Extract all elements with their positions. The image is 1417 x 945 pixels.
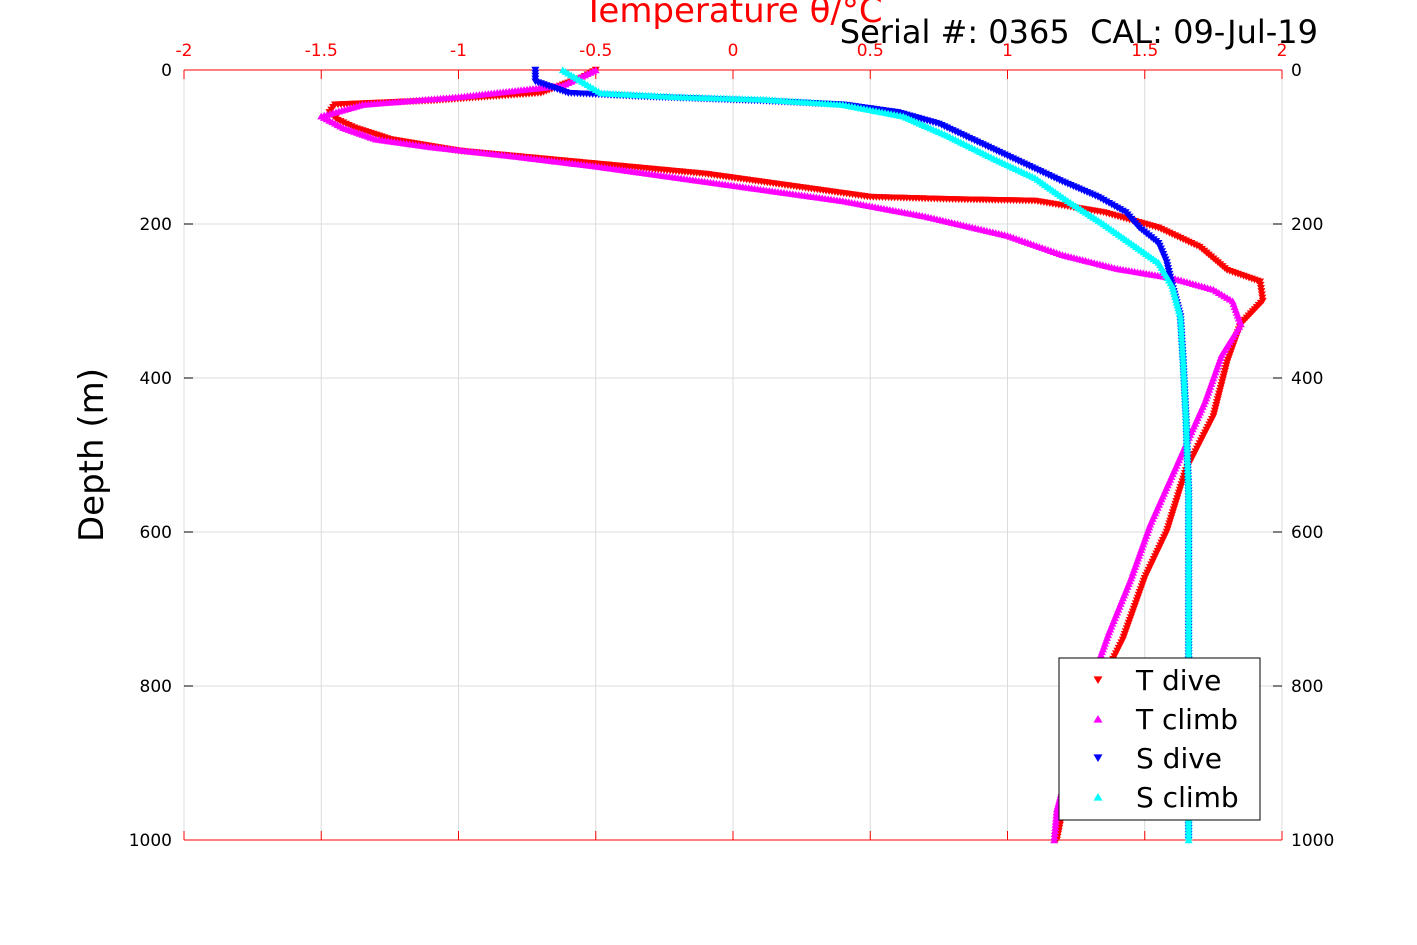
x-tick-label: 2 xyxy=(1277,41,1288,61)
legend-marker xyxy=(1093,714,1103,723)
data-point xyxy=(1051,817,1060,825)
x-tick-label: 1.5 xyxy=(1131,41,1158,61)
data-point xyxy=(1050,836,1059,844)
data-point xyxy=(1051,821,1060,828)
legend-marker xyxy=(1093,754,1103,763)
x-tick-label: 0 xyxy=(728,41,739,61)
y-tick-label-right: 1000 xyxy=(1291,831,1334,851)
legend-box xyxy=(1058,657,1261,821)
y-tick-label-right: 0 xyxy=(1291,61,1302,81)
legend-marker xyxy=(1093,792,1103,801)
data-point xyxy=(1050,830,1059,838)
series-layer xyxy=(317,66,1267,844)
data-point xyxy=(1050,833,1059,841)
y-tick-label-left: 400 xyxy=(140,369,172,389)
legend-label: T dive xyxy=(1135,664,1221,697)
legend-label: S climb xyxy=(1136,781,1239,814)
y-tick-label-left: 800 xyxy=(140,677,172,697)
x-tick-label: -0.5 xyxy=(579,41,612,61)
y-tick-label-right: 800 xyxy=(1291,677,1323,697)
chart-title: Temperature θ/°C xyxy=(582,0,882,31)
y-tick-label-right: 400 xyxy=(1291,369,1323,389)
data-point xyxy=(1052,814,1061,822)
data-point xyxy=(1051,824,1060,831)
x-tick-label: -1 xyxy=(450,41,467,61)
y-tick-label-right: 600 xyxy=(1291,523,1323,543)
y-tick-label-left: 1000 xyxy=(129,831,172,851)
data-point xyxy=(1184,836,1193,844)
data-point xyxy=(1052,811,1061,819)
y-tick-label-right: 200 xyxy=(1291,215,1323,235)
x-tick-label: -2 xyxy=(176,41,193,61)
x-tick-label: -1.5 xyxy=(305,41,338,61)
x-tick-label: 1 xyxy=(1002,41,1013,61)
legend-label: T climb xyxy=(1135,703,1238,736)
y-tick-label-left: 600 xyxy=(140,523,172,543)
y-tick-label-left: 0 xyxy=(161,61,172,81)
data-point xyxy=(1050,827,1059,834)
x-tick-label: 0.5 xyxy=(857,41,884,61)
legend-marker xyxy=(1093,676,1103,685)
y-axis-label: Depth (m) xyxy=(72,368,112,542)
legend: T dive T climb S dive S climb xyxy=(1058,657,1261,821)
serial-annotation: Serial #: 0365 CAL: 09-Jul-19 xyxy=(840,13,1318,51)
y-tick-label-left: 200 xyxy=(140,215,172,235)
legend-label: S dive xyxy=(1136,742,1222,775)
